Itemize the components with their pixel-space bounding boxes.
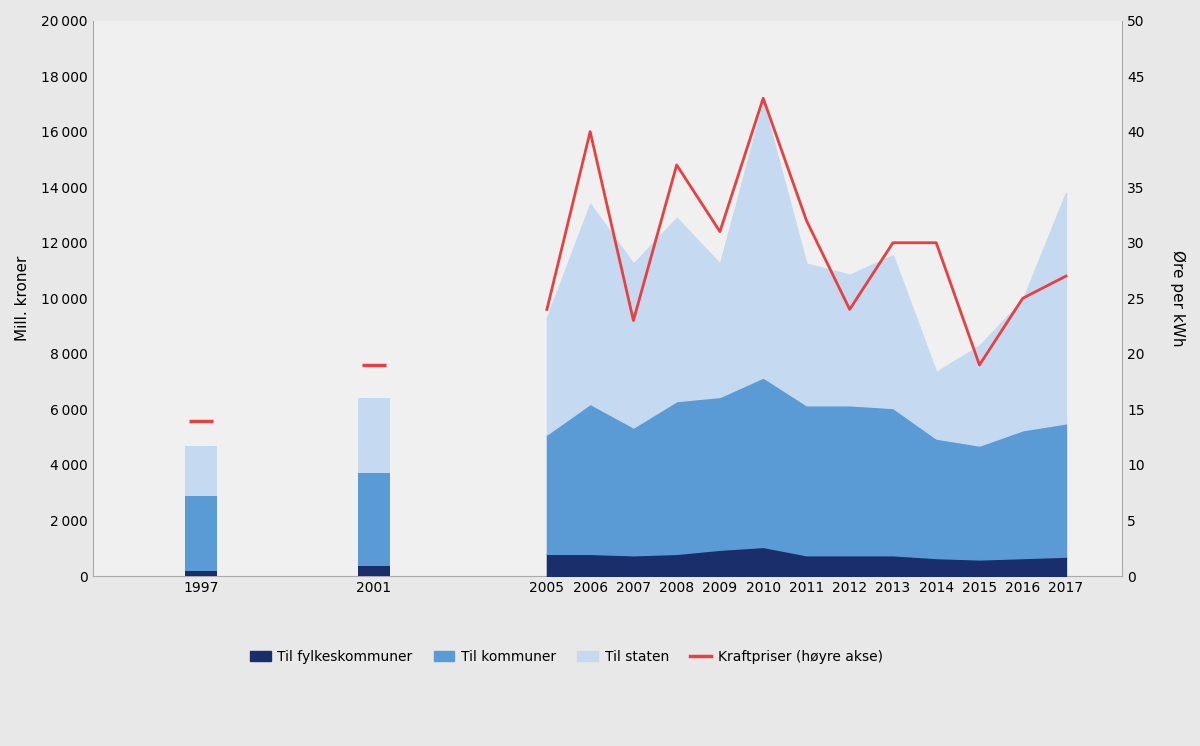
Legend: Til fylkeskommuner, Til kommuner, Til staten, Kraftpriser (høyre akse): Til fylkeskommuner, Til kommuner, Til st… bbox=[244, 644, 888, 669]
Y-axis label: Mill. kroner: Mill. kroner bbox=[14, 256, 30, 341]
Bar bbox=[358, 473, 390, 566]
Bar bbox=[185, 495, 217, 571]
Bar bbox=[358, 566, 390, 576]
Bar bbox=[358, 398, 390, 473]
Y-axis label: Øre per kWh: Øre per kWh bbox=[1170, 250, 1184, 347]
Bar bbox=[185, 571, 217, 576]
Bar bbox=[185, 445, 217, 495]
